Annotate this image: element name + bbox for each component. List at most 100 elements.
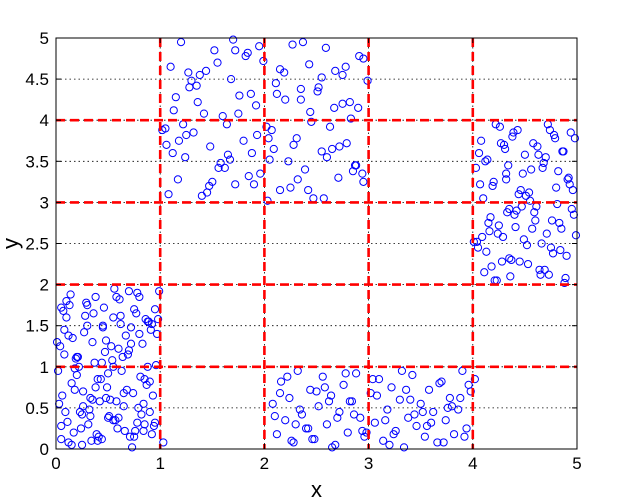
scatter-point [470,375,479,384]
scatter-point [255,42,264,51]
scatter-point [173,175,183,184]
scatter-point [488,181,497,191]
scatter-point [197,191,206,200]
scatter-point [523,259,533,269]
scatter-point [91,292,100,302]
scatter-point [179,120,188,129]
scatter-point [560,278,569,288]
scatter-point [147,430,156,439]
scatter-point [506,272,515,281]
scatter-point [335,407,344,417]
scatter-point [480,268,489,277]
scatter-point [78,402,88,411]
scatter-point [124,287,134,296]
scatter-point [61,407,70,417]
scatter-point [158,125,167,135]
scatter-point [132,309,141,318]
scatter-point [347,397,357,406]
scatter-point [80,328,89,337]
scatter-point [81,311,90,320]
scatter-point [441,416,450,425]
y-axis-label: y [0,238,23,249]
x-tick-label: 1 [155,454,164,473]
scatter-point [201,66,211,75]
y-tick-label: 3.5 [25,152,49,171]
scatter-point [269,144,278,154]
scatter-point [140,375,149,384]
scatter-point [424,385,434,394]
scatter-point [571,231,581,240]
scatter-point [84,420,93,429]
scatter-point [474,148,484,158]
scatter-point [314,83,323,92]
scatter-point [494,221,503,230]
scatter-point [540,265,549,274]
scatter-point [120,426,129,436]
scatter-point [114,344,123,353]
scatter-point [320,383,329,392]
scatter-point [108,356,117,365]
scatter-point [62,296,71,306]
y-tick-label: 1 [40,358,49,377]
scatter-point [328,443,337,452]
scatter-point [275,65,285,74]
scatter-point [129,389,138,398]
scatter-point [113,424,122,433]
scatter-point [125,432,135,441]
scatter-point [93,375,102,384]
scatter-point [92,430,101,439]
scatter-point [283,372,292,381]
scatter-point [110,284,119,293]
y-tick-label: 1.5 [25,317,49,336]
scatter-point [544,270,553,279]
scatter-point [77,440,87,449]
scatter-point [291,420,300,429]
scatter-point [485,227,494,236]
scatter-point [359,177,368,186]
scatter-point [537,239,546,248]
scatter-point [102,383,112,392]
scatter-point [72,352,81,362]
scatter-point [341,62,350,71]
scatter-point [504,161,513,170]
scatter-point [545,125,555,135]
scatter-point [289,140,298,149]
scatter-point [119,389,128,398]
scatter-point [112,292,121,302]
y-tick-label: 0 [40,440,49,459]
scatter-point [85,405,94,414]
scatter-point [133,418,142,427]
scatter-point [418,407,427,417]
scatter-point [281,416,290,425]
scatter-point [505,254,514,263]
scatter-point [526,196,535,205]
scatter-point [69,428,78,437]
scatter-point [362,428,371,437]
scatter-point [182,130,191,140]
scatter-point [346,114,355,123]
scatter-point [199,109,209,118]
scatter-point [508,132,517,141]
scatter-point [345,98,354,107]
scatter-point [491,120,500,129]
scatter-point [60,325,69,334]
scatter-point [140,420,149,429]
scatter-point [535,265,544,274]
scatter-point [322,153,332,162]
scatter-point [130,305,139,314]
scatter-point [487,262,496,271]
scatter-point [223,150,233,159]
scatter-point [328,144,337,154]
scatter-point [513,125,522,135]
scatter-point [62,313,71,322]
scatter-point [91,383,100,392]
scatter-point [338,99,347,108]
scatter-point [300,165,310,174]
scatter-point [355,51,364,61]
scatter-point [247,148,256,158]
scatter-point [229,35,238,44]
scatter-point [397,366,407,376]
scatter-point [214,163,223,172]
scatter-point [338,70,347,80]
scatter-point [189,128,198,137]
